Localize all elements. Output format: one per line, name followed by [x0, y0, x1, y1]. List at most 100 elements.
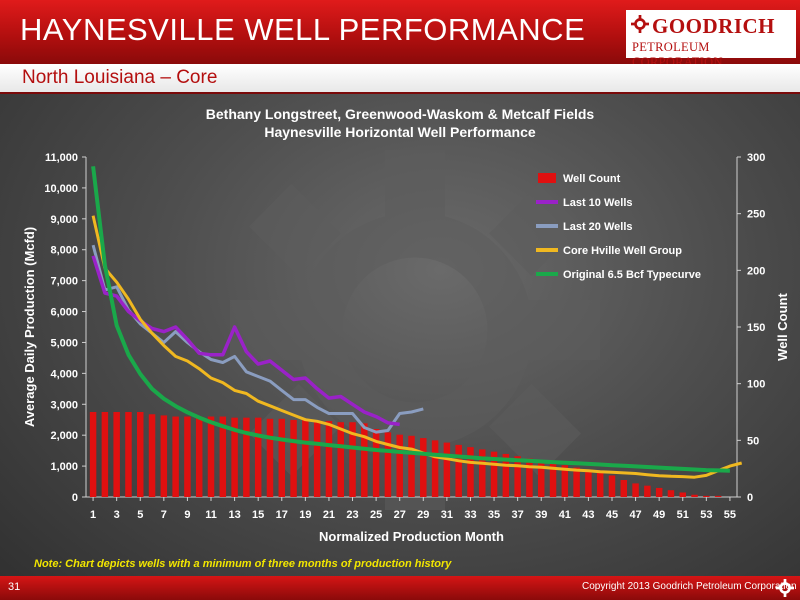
subtitle-bar: North Louisiana – Core — [0, 64, 800, 94]
legend-swatch-well-count — [538, 173, 556, 183]
well-count-bar — [655, 487, 663, 497]
x-tick-label: 13 — [228, 509, 240, 521]
well-count-bar — [573, 467, 580, 497]
well-count-bar — [148, 414, 156, 497]
well-count-bar — [243, 417, 250, 497]
well-count-bar — [691, 494, 698, 497]
legend-label: Well Count — [563, 173, 621, 185]
well-count-bar — [632, 483, 639, 497]
copyright-text: Copyright 2013 Goodrich Petroleum Corpor… — [582, 581, 797, 592]
well-count-bar — [113, 412, 120, 497]
well-count-bar — [526, 458, 533, 497]
y2-tick-label: 0 — [747, 492, 753, 504]
well-count-bar — [667, 490, 675, 497]
well-count-bar — [455, 444, 462, 497]
y-tick-label: 0 — [72, 492, 78, 504]
legend-label: Last 10 Wells — [563, 197, 633, 209]
well-count-bar — [361, 423, 368, 497]
x-tick-label: 43 — [582, 509, 594, 521]
chart-title: Bethany Longstreet, Greenwood-Waskom & M… — [205, 106, 595, 122]
y-axis-label: Average Daily Production (Mcfd) — [22, 227, 37, 427]
well-count-bar — [620, 480, 628, 497]
well-count-bar — [714, 495, 722, 497]
well-count-bar — [561, 465, 569, 497]
well-count-bar — [125, 412, 132, 497]
footer-gear-icon — [776, 579, 794, 597]
well-count-bar — [420, 438, 427, 497]
x-tick-label: 1 — [90, 509, 96, 521]
x-tick-label: 3 — [114, 509, 120, 521]
legend-label: Core Hville Well Group — [563, 245, 682, 257]
legend-label: Original 6.5 Bcf Typecurve — [563, 269, 701, 281]
y-tick-label: 5,000 — [50, 337, 78, 349]
well-count-bar — [549, 463, 557, 497]
well-count-bar — [585, 469, 592, 497]
x-axis-label: Normalized Production Month — [319, 529, 504, 544]
page-number: 31 — [8, 581, 21, 593]
well-count-bar — [101, 412, 109, 497]
well-count-bar — [703, 495, 710, 497]
y-tick-label: 9,000 — [50, 214, 78, 226]
y2-tick-label: 150 — [747, 322, 765, 334]
y-tick-label: 10,000 — [44, 183, 78, 195]
page-title: HAYNESVILLE WELL PERFORMANCE — [20, 12, 586, 47]
x-tick-label: 33 — [464, 509, 476, 521]
x-tick-label: 17 — [276, 509, 288, 521]
well-count-bar — [325, 421, 333, 497]
x-tick-label: 37 — [512, 509, 524, 521]
y-tick-label: 8,000 — [50, 245, 78, 257]
x-tick-label: 9 — [184, 509, 190, 521]
x-tick-label: 19 — [299, 509, 311, 521]
x-tick-label: 31 — [441, 509, 453, 521]
y-tick-label: 1,000 — [50, 461, 78, 473]
well-count-bar — [195, 416, 203, 497]
well-count-bar — [537, 460, 545, 497]
y-tick-label: 3,000 — [50, 399, 78, 411]
x-tick-label: 55 — [724, 509, 736, 521]
x-tick-label: 7 — [161, 509, 167, 521]
y-tick-label: 7,000 — [50, 276, 78, 288]
x-tick-label: 15 — [252, 509, 264, 521]
well-count-bar — [302, 419, 309, 497]
well-count-bar — [408, 435, 415, 497]
well-count-bar — [219, 416, 227, 497]
y-tick-label: 2,000 — [50, 430, 78, 442]
chart-note: Note: Chart depicts wells with a minimum… — [34, 558, 452, 570]
well-count-bar — [502, 453, 510, 497]
logo-text-goodrich: GOODRICH — [652, 14, 776, 38]
well-count-bar — [514, 456, 521, 497]
y-tick-label: 11,000 — [45, 152, 78, 164]
y2-tick-label: 100 — [747, 379, 765, 391]
well-count-bar — [608, 475, 616, 497]
well-count-bar — [384, 432, 392, 497]
y2-tick-label: 300 — [747, 152, 765, 164]
well-count-bar — [266, 418, 274, 497]
well-count-bar — [313, 421, 321, 497]
x-tick-label: 35 — [488, 509, 500, 521]
legend-label: Last 20 Wells — [563, 221, 633, 233]
logo-gear-icon — [631, 15, 649, 33]
x-tick-label: 23 — [346, 509, 358, 521]
well-count-bar — [396, 434, 403, 497]
well-count-bar — [479, 449, 486, 497]
x-tick-label: 49 — [653, 509, 665, 521]
y-tick-label: 6,000 — [50, 307, 78, 319]
series-line-last-10-wells — [91, 255, 400, 427]
x-tick-label: 53 — [700, 509, 712, 521]
series-line-last-20-wells — [91, 244, 424, 434]
y-tick-label: 4,000 — [50, 368, 78, 380]
x-tick-label: 29 — [417, 509, 429, 521]
well-count-bar — [490, 451, 498, 497]
y2-tick-label: 200 — [747, 265, 765, 277]
x-tick-label: 25 — [370, 509, 382, 521]
well-count-bar — [290, 419, 297, 497]
x-tick-label: 51 — [677, 509, 689, 521]
x-tick-label: 45 — [606, 509, 618, 521]
well-count-bar — [467, 447, 474, 497]
well-count-bar — [443, 442, 451, 497]
well-count-bar — [337, 422, 344, 497]
x-tick-label: 5 — [137, 509, 143, 521]
well-count-bar — [679, 492, 686, 497]
